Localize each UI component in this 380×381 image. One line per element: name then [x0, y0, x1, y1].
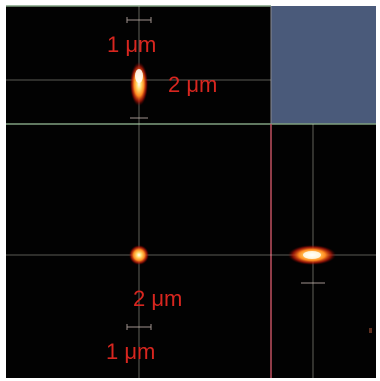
- yz-spot-core: [303, 251, 321, 259]
- xz-spot-core: [135, 69, 143, 83]
- xz-height-label: 2 μm: [168, 72, 217, 97]
- xz-width-label: 1 μm: [107, 32, 156, 57]
- scale-ticks: [126, 17, 325, 330]
- xz-spot: [130, 62, 148, 106]
- xy-width-label: 1 μm: [106, 339, 155, 364]
- xy-spot: [129, 245, 149, 265]
- empty-corner-panel: [271, 6, 376, 124]
- xy-height-label: 2 μm: [133, 286, 182, 311]
- edge-artifact: [369, 328, 372, 333]
